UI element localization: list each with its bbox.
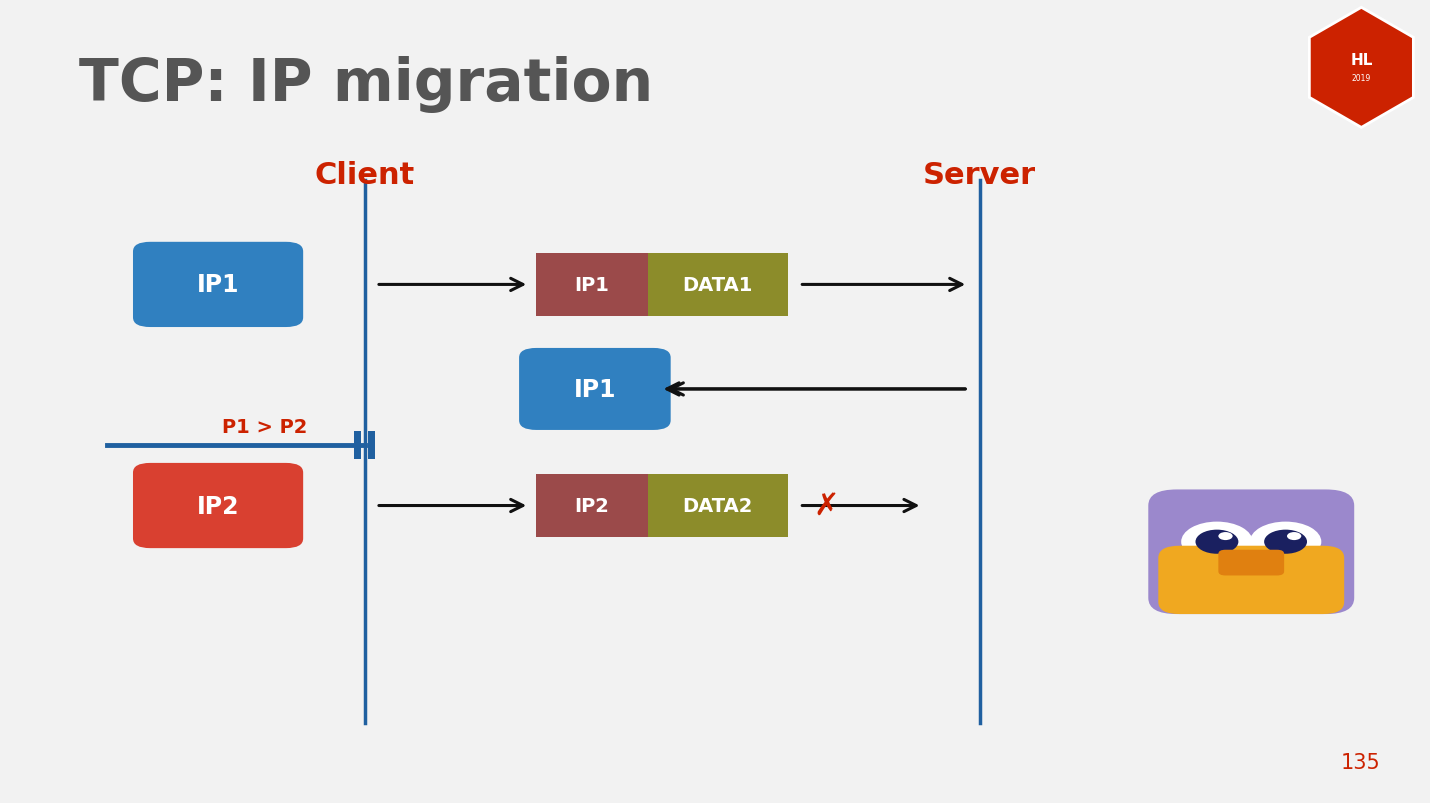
FancyBboxPatch shape [133, 463, 303, 548]
Circle shape [1218, 532, 1233, 540]
FancyBboxPatch shape [1158, 546, 1344, 614]
Circle shape [1264, 530, 1307, 554]
Text: 135: 135 [1340, 752, 1380, 772]
Text: TCP: IP migration: TCP: IP migration [79, 56, 652, 113]
Circle shape [1250, 522, 1321, 562]
Bar [536, 254, 648, 316]
Bar [369, 432, 376, 459]
Text: IP2: IP2 [575, 496, 609, 516]
Text: ✗: ✗ [814, 491, 839, 520]
Text: IP1: IP1 [575, 275, 609, 295]
Text: DATA1: DATA1 [682, 275, 754, 295]
Bar [648, 475, 788, 537]
Text: IP1: IP1 [573, 377, 616, 402]
Bar [536, 475, 648, 537]
Circle shape [1195, 530, 1238, 554]
Text: P1 > P2: P1 > P2 [222, 417, 307, 436]
FancyBboxPatch shape [519, 349, 671, 430]
Text: Server: Server [922, 161, 1037, 190]
Bar [355, 432, 362, 459]
Polygon shape [1310, 8, 1413, 128]
Text: IP2: IP2 [197, 494, 239, 518]
FancyBboxPatch shape [1148, 490, 1354, 614]
Text: Client: Client [315, 161, 415, 190]
FancyBboxPatch shape [1218, 550, 1284, 576]
Text: DATA2: DATA2 [682, 496, 754, 516]
Text: HL: HL [1350, 53, 1373, 67]
Text: IP1: IP1 [197, 273, 239, 297]
Text: 2019: 2019 [1351, 74, 1371, 84]
Circle shape [1287, 532, 1301, 540]
FancyBboxPatch shape [133, 243, 303, 328]
Circle shape [1181, 522, 1253, 562]
Bar [648, 254, 788, 316]
